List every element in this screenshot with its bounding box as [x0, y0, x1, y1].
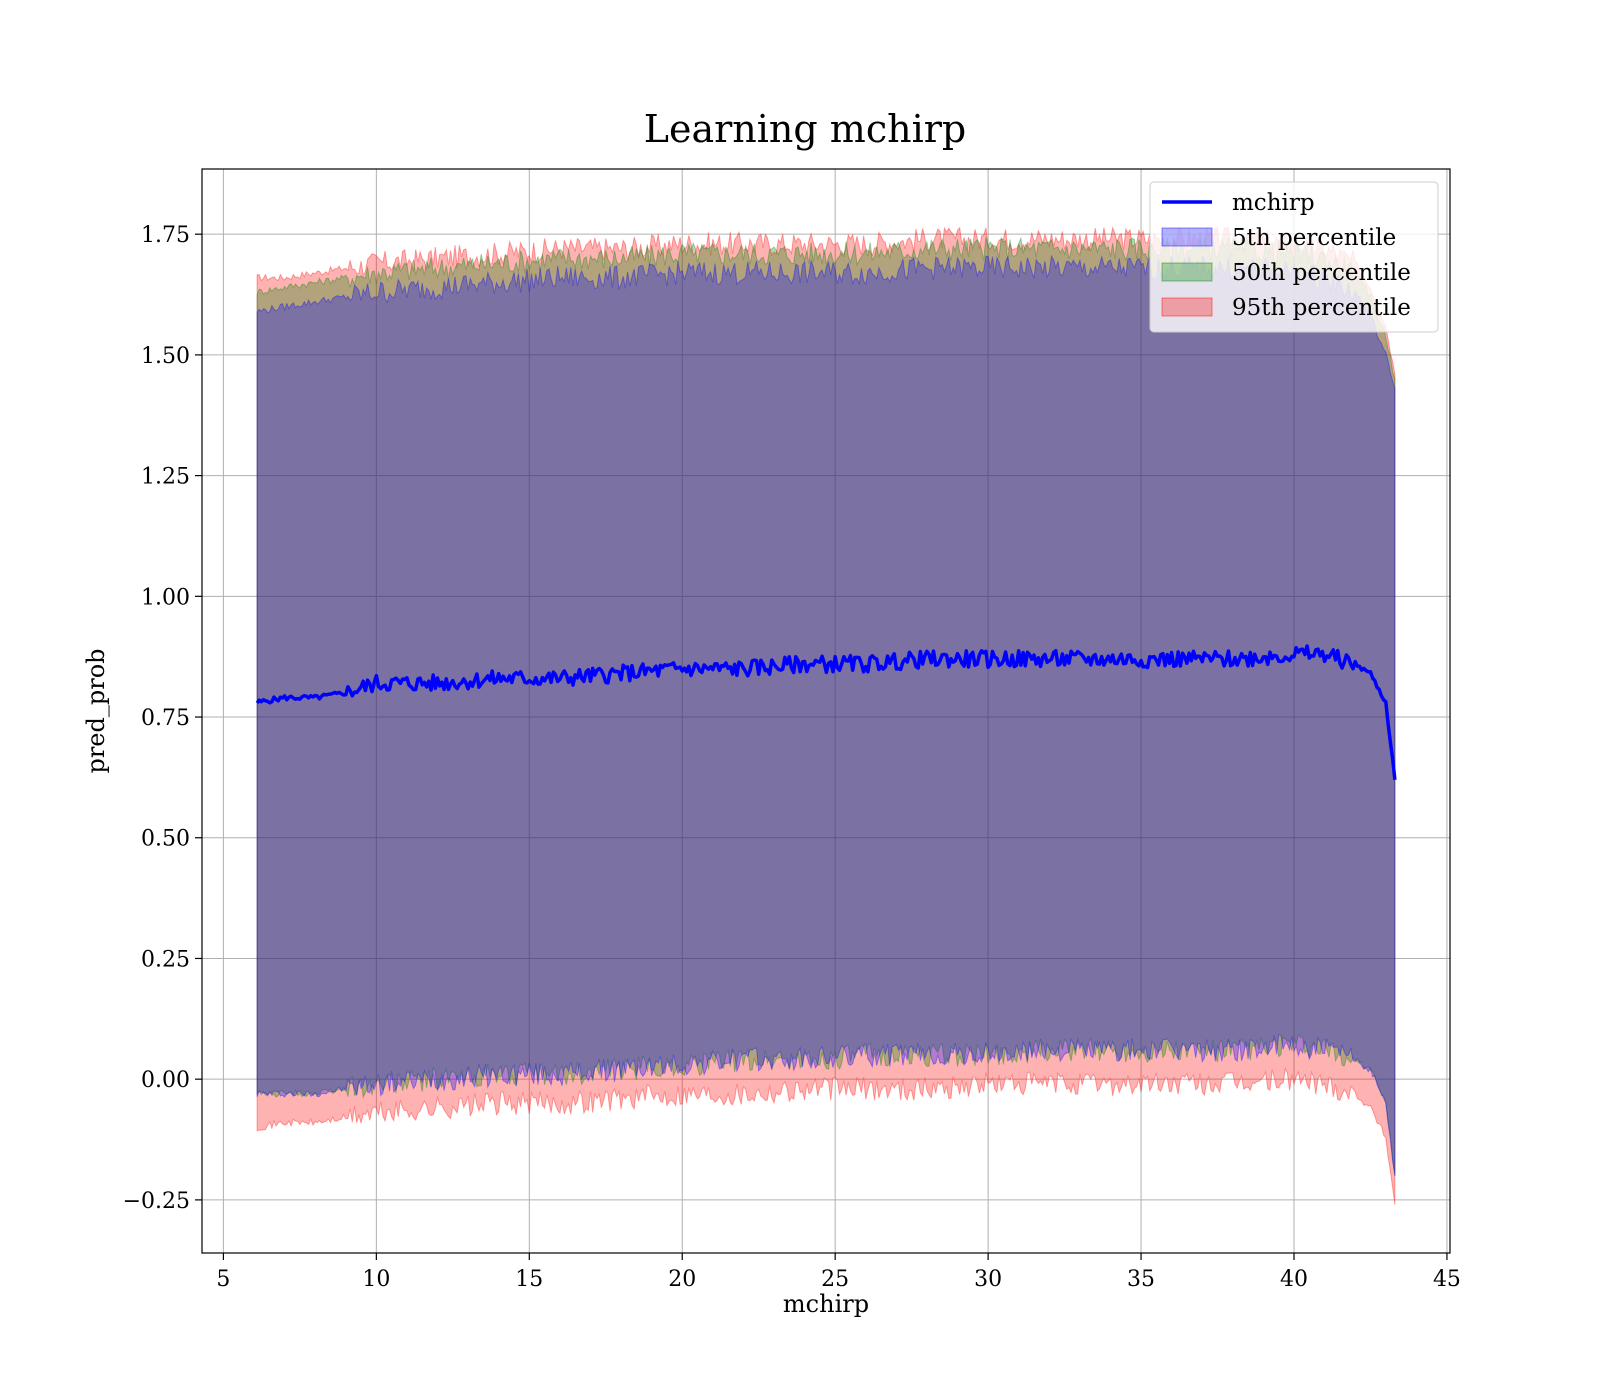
x-axis-label: mchirp — [783, 1290, 869, 1318]
y-tick-label: 1.50 — [141, 344, 190, 369]
y-tick-label: 0.00 — [141, 1068, 190, 1093]
x-tick-label: 5 — [216, 1267, 230, 1292]
y-tick-label: 0.25 — [141, 947, 190, 972]
legend-swatch-band — [1161, 262, 1213, 282]
line-mchirp — [255, 644, 1397, 780]
y-tick-label: 0.75 — [141, 706, 190, 731]
x-tick-label: 45 — [1433, 1267, 1461, 1292]
grid — [202, 169, 1450, 1253]
y-tick-label: −0.25 — [123, 1189, 190, 1214]
y-tick-label: 1.25 — [141, 465, 190, 490]
chart-title: Learning mchirp — [644, 107, 966, 151]
plot-frame — [201, 168, 1451, 1254]
x-tick-label: 10 — [362, 1267, 390, 1292]
x-tick-label: 40 — [1280, 1267, 1308, 1292]
legend-label: 5th percentile — [1232, 225, 1396, 251]
band-95th-percentile — [256, 225, 1396, 1205]
legend-swatch-band — [1161, 227, 1213, 247]
x-tick-label: 25 — [821, 1267, 849, 1292]
band-5th-percentile — [256, 254, 1396, 1176]
lines — [255, 644, 1397, 780]
x-tick-label: 15 — [515, 1267, 543, 1292]
legend-swatch-band — [1161, 297, 1213, 317]
legend: mchirp 5th percentile 50th percentile 95th … — [1149, 181, 1439, 333]
legend-frame — [1149, 181, 1439, 333]
y-tick-label: 0.50 — [141, 827, 190, 852]
legend-label: mchirp — [1232, 190, 1315, 216]
y-tick-label: 1.00 — [141, 585, 190, 610]
x-axis: 5 10 15 20 25 30 35 40 45 — [216, 1253, 1461, 1292]
band-50th-percentile — [256, 236, 1396, 1176]
x-tick-label: 30 — [974, 1267, 1002, 1292]
y-tick-label: 1.75 — [141, 223, 190, 248]
x-tick-label: 35 — [1127, 1267, 1155, 1292]
y-axis: −0.25 0.00 0.25 0.50 0.75 1.00 1.25 1.50 1.75 — [123, 223, 202, 1214]
bands — [256, 225, 1396, 1205]
x-tick-label: 20 — [668, 1267, 696, 1292]
legend-label: 95th percentile — [1232, 295, 1411, 321]
y-axis-label: pred_prob — [82, 648, 110, 773]
legend-label: 50th percentile — [1232, 260, 1411, 286]
